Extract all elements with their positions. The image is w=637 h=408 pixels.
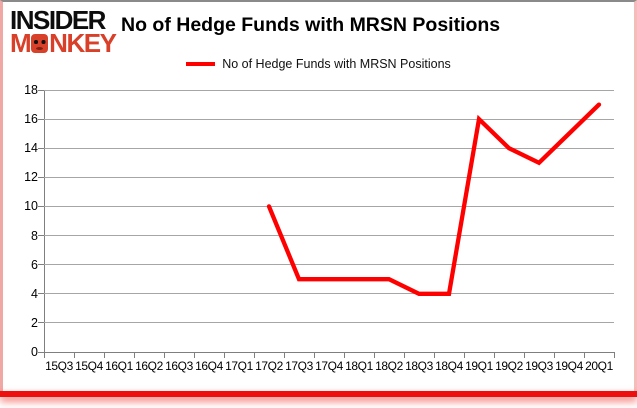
y-axis-tick-label: 8 xyxy=(31,228,38,243)
gridline xyxy=(44,264,614,266)
x-axis-tick xyxy=(584,353,585,358)
x-axis-tick-label: 19Q2 xyxy=(495,359,523,373)
x-axis-tick-label: 19Q1 xyxy=(465,359,493,373)
gridline xyxy=(44,176,614,178)
plot-area xyxy=(38,89,615,358)
x-axis-tick-label: 16Q4 xyxy=(195,359,223,373)
y-axis-labels: 0 2 4 6 8 10 12 14 16 18 xyxy=(0,83,38,359)
y-axis-tick-label: 14 xyxy=(24,141,38,156)
x-axis-tick xyxy=(254,353,255,358)
x-axis-tick xyxy=(344,353,345,358)
series-line xyxy=(266,102,602,296)
x-axis-tick-label: 17Q4 xyxy=(315,359,343,373)
logo-monkey-text: M NKEY xyxy=(10,28,117,58)
y-axis-tick-label: 0 xyxy=(31,345,38,359)
x-axis-tick-label: 18Q4 xyxy=(435,359,463,373)
x-axis-tick xyxy=(494,353,495,358)
x-axis-tick xyxy=(44,353,45,358)
x-axis-tick-label: 17Q3 xyxy=(285,359,313,373)
x-axis-tick xyxy=(524,353,525,358)
gridline xyxy=(44,147,614,149)
y-axis-tick xyxy=(38,205,44,207)
x-axis-tick xyxy=(224,353,225,358)
y-axis-line xyxy=(44,90,45,357)
x-axis-tick-label: 19Q3 xyxy=(525,359,553,373)
chart-legend: No of Hedge Funds with MRSN Positions xyxy=(0,55,637,73)
x-axis-tick-label: 17Q2 xyxy=(255,359,283,373)
x-axis-tick-label: 16Q2 xyxy=(135,359,163,373)
y-axis-tick xyxy=(38,176,44,178)
insider-monkey-logo: INSIDER M NKEY xyxy=(10,5,117,58)
x-axis-tick-label: 19Q4 xyxy=(555,359,583,373)
gridline xyxy=(44,118,614,120)
y-axis-tick xyxy=(38,264,44,266)
x-axis-tick xyxy=(194,353,195,358)
gridline xyxy=(44,89,614,91)
x-axis-tick-label: 16Q1 xyxy=(105,359,133,373)
x-axis-tick xyxy=(614,353,615,358)
x-axis-tick xyxy=(284,353,285,358)
x-axis-tick xyxy=(74,353,75,358)
x-axis-tick xyxy=(134,353,135,358)
y-axis-tick xyxy=(38,351,44,353)
y-axis-tick-label: 10 xyxy=(24,199,38,214)
x-axis-tick xyxy=(554,353,555,358)
y-axis-tick xyxy=(38,293,44,295)
line-chart-canvas xyxy=(266,102,602,296)
x-axis-tick-label: 18Q3 xyxy=(405,359,433,373)
x-axis-tick xyxy=(434,353,435,358)
y-axis-tick xyxy=(38,118,44,120)
page-title: No of Hedge Funds with MRSN Positions xyxy=(121,14,501,36)
y-axis-tick xyxy=(38,322,44,324)
x-axis-labels: 15Q3 15Q4 16Q1 16Q2 16Q3 16Q4 17Q1 17Q2 17Q3 17Q4… xyxy=(44,359,614,375)
gridline xyxy=(44,293,614,295)
y-axis-tick-label: 2 xyxy=(31,315,38,330)
x-axis-tick-label: 16Q3 xyxy=(165,359,193,373)
legend-label: No of Hedge Funds with MRSN Positions xyxy=(222,57,451,71)
y-axis-tick-label: 6 xyxy=(31,257,38,272)
gridline xyxy=(44,235,614,237)
x-axis-tick-label: 15Q3 xyxy=(45,359,73,373)
y-axis-tick xyxy=(38,89,44,91)
y-axis-tick xyxy=(38,147,44,149)
logo-insider-text: INSIDER xyxy=(10,5,106,35)
chart-frame xyxy=(0,0,637,391)
legend-line-swatch xyxy=(186,62,216,66)
x-axis-tick-label: 15Q4 xyxy=(75,359,103,373)
monkey-face-icon xyxy=(31,34,49,53)
x-axis-tick xyxy=(404,353,405,358)
x-axis-tick xyxy=(374,353,375,358)
y-axis-tick-label: 18 xyxy=(24,83,38,97)
x-axis-tick-label: 17Q1 xyxy=(225,359,253,373)
y-axis-tick-label: 16 xyxy=(24,112,38,127)
x-axis-tick xyxy=(464,353,465,358)
x-axis-tick-label: 18Q2 xyxy=(375,359,403,373)
bottom-accent-bar xyxy=(0,391,637,397)
y-axis-tick xyxy=(38,235,44,237)
x-axis-tick xyxy=(314,353,315,358)
x-axis-tick xyxy=(164,353,165,358)
x-axis-tick xyxy=(104,353,105,358)
x-axis-line xyxy=(44,352,615,353)
x-axis-tick-label: 18Q1 xyxy=(345,359,373,373)
gridline xyxy=(44,322,614,324)
gridline xyxy=(44,205,614,207)
y-axis-tick-label: 12 xyxy=(24,170,38,185)
x-axis-tick-label: 20Q1 xyxy=(585,359,613,373)
y-axis-tick-label: 4 xyxy=(31,286,38,301)
